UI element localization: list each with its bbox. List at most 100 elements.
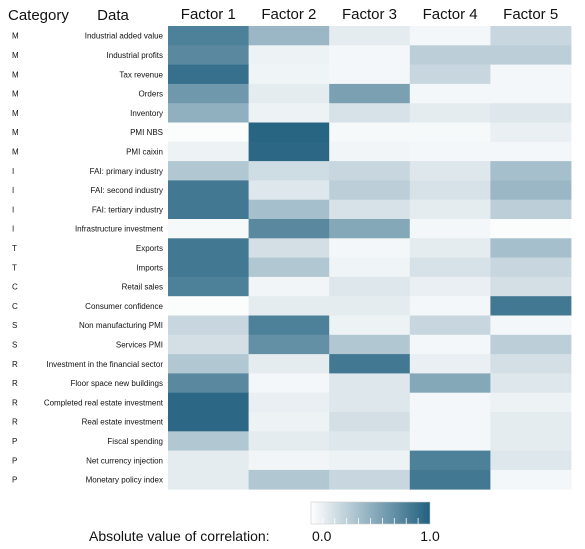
column-header: Factor 5 [503, 6, 558, 23]
heatmap-cell [490, 469, 572, 490]
heatmap-cell [248, 199, 330, 220]
heatmap-cell [329, 373, 411, 394]
heatmap-cell [168, 238, 249, 258]
category-label: M [12, 90, 19, 99]
heatmap-cell [329, 161, 411, 181]
heatmap-cell [248, 180, 330, 201]
row-label: Floor space new buildings [71, 379, 164, 388]
heatmap-cell [409, 257, 491, 278]
heatmap-cell [329, 199, 411, 220]
heatmap-cell [168, 64, 249, 85]
heatmap-cell [248, 122, 330, 143]
heatmap-cell [329, 26, 411, 46]
heatmap-cell [168, 373, 249, 394]
heatmap-cell [409, 83, 491, 104]
heatmap-cell [168, 296, 249, 316]
heatmap-cell [168, 431, 249, 451]
heatmap-cell [168, 180, 249, 201]
category-label: R [12, 398, 18, 407]
heatmap-cell [409, 296, 491, 316]
heatmap-cell [329, 412, 411, 432]
heatmap-cell [329, 450, 411, 471]
row-label: FAI: second industry [91, 186, 163, 195]
heatmap-cell [329, 392, 411, 413]
heatmap-cell [329, 238, 411, 258]
heatmap-cell [248, 354, 330, 374]
row-label: Tax revenue [119, 70, 163, 79]
category-label: C [12, 283, 18, 292]
heatmap-cell [490, 141, 572, 162]
heatmap-cell [248, 257, 330, 278]
heatmap-cell [409, 122, 491, 143]
heatmap-cell [248, 392, 330, 413]
row-label: Completed real estate investment [44, 398, 164, 407]
category-label: M [12, 32, 19, 41]
row-label: Fiscal spending [107, 437, 163, 446]
heatmap-cell [409, 469, 491, 490]
row-label: Inventory [130, 109, 163, 118]
heatmap-cell [409, 373, 491, 394]
heatmap-cell [490, 64, 572, 85]
row-label: Imports [136, 263, 163, 272]
heatmap-cell [490, 276, 572, 297]
colorbar-min-label: 0.0 [312, 528, 332, 544]
row-label: FAI: primary industry [90, 167, 163, 176]
heatmap-cell [490, 450, 572, 471]
heatmap-cell [329, 334, 411, 355]
heatmap-cell [168, 45, 249, 65]
heatmap-cell [490, 122, 572, 143]
heatmap-cell [329, 64, 411, 85]
category-label: P [12, 456, 17, 465]
heatmap-cell [329, 469, 411, 490]
row-label: Orders [139, 90, 163, 99]
heatmap-cell [490, 392, 572, 413]
heatmap-cell [248, 296, 330, 316]
heatmap-cell [490, 354, 572, 374]
row-label: FAI: tertiary industry [92, 205, 163, 214]
heatmap-cell [490, 219, 572, 239]
category-label: M [12, 128, 19, 137]
row-label: Services PMI [116, 340, 163, 349]
row-label: Non manufacturing PMI [79, 321, 163, 330]
category-label: R [12, 418, 18, 427]
heatmap-cell [329, 141, 411, 162]
heatmap-cell [409, 64, 491, 85]
heatmap-cell [490, 373, 572, 394]
heatmap-cell [248, 469, 330, 490]
heatmap-cell [168, 161, 249, 181]
heatmap-cell [248, 373, 330, 394]
heatmap-cell [409, 450, 491, 471]
row-label: Retail sales [122, 283, 163, 292]
heatmap-cell [329, 431, 411, 451]
heatmap-cell [248, 276, 330, 297]
category-label: M [12, 70, 19, 79]
category-label: I [12, 205, 14, 214]
row-label: PMI caixin [126, 147, 163, 156]
heatmap-cell [248, 334, 330, 355]
category-label: T [12, 244, 17, 253]
heatmap-cell [409, 161, 491, 181]
category-label: I [12, 225, 14, 234]
category-label: I [12, 167, 14, 176]
heatmap-cell [409, 141, 491, 162]
category-label: C [12, 302, 18, 311]
heatmap-cell [490, 296, 572, 316]
column-header: Factor 4 [423, 6, 478, 23]
category-label: P [12, 476, 17, 485]
row-labels: Industrial added value Industrial profits… [44, 32, 164, 485]
row-label: Industrial profits [107, 51, 163, 60]
heatmap-cell [409, 238, 491, 258]
heatmap-cell [248, 26, 330, 46]
heatmap-cell [329, 45, 411, 65]
heatmap-cell [409, 199, 491, 220]
row-label: Investment in the financial sector [46, 360, 163, 369]
heatmap-cell [490, 161, 572, 181]
heatmap-cell [329, 103, 411, 123]
column-header: Factor 3 [342, 6, 397, 23]
heatmap-cell [248, 45, 330, 65]
heatmap-cell [490, 199, 572, 220]
heatmap-cell [168, 469, 249, 490]
heatmap-cell [168, 315, 249, 336]
heatmap-cell [329, 219, 411, 239]
category-label: M [12, 147, 19, 156]
